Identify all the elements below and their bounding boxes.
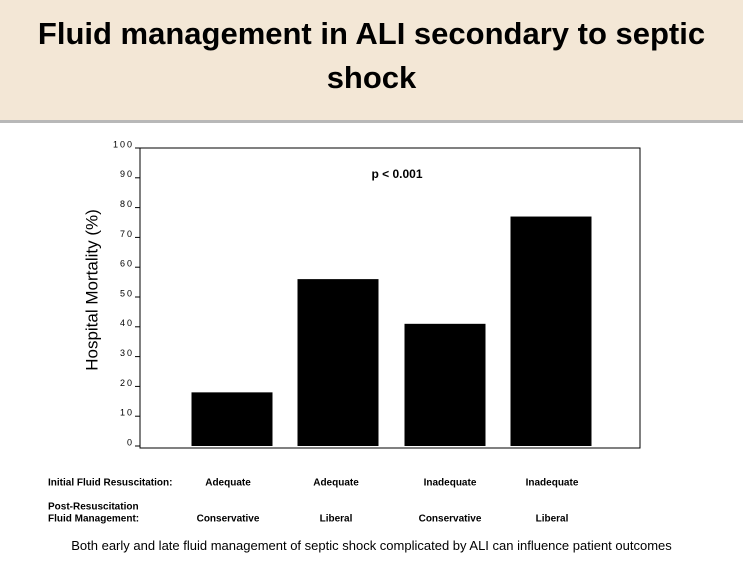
bar [404,323,486,446]
y-tick-label: 100 [113,139,134,149]
slide-title: Fluid management in ALI secondary to sep… [37,16,706,95]
y-tick-label: 60 [120,259,134,269]
y-tick-label: 50 [120,288,134,298]
x-tick-label: Adequate [313,478,359,489]
bar [191,392,273,446]
header: Fluid management in ALI secondary to sep… [0,0,743,123]
y-tick-label: 10 [120,408,134,418]
y-tick-label: 20 [120,378,134,388]
y-tick-label: 80 [120,199,134,209]
caption: Both early and late fluid management of … [71,538,672,553]
plot-frame [139,147,641,449]
x-tick-label: Inadequate [424,478,477,489]
y-tick-label: 30 [120,348,134,358]
x-tick-label: Liberal [320,514,353,525]
bar [510,216,592,446]
x-tick-label: Adequate [205,478,251,489]
annotation: p < 0.001 [371,167,422,181]
row-label: Initial Fluid Resuscitation: [48,478,172,489]
y-tick-label: 0 [127,437,134,447]
bar [297,279,379,446]
y-tick-label: 70 [120,229,134,239]
x-tick-label: Liberal [536,514,569,525]
x-tick-label: Conservative [419,514,482,525]
row-label: Post-Resuscitation [48,502,139,513]
x-tick-label: Conservative [197,514,260,525]
y-tick-label: 90 [120,169,134,179]
row-label: Fluid Management: [48,514,139,525]
y-axis-title: Hospital Mortality (%) [82,209,101,371]
x-tick-label: Inadequate [526,478,579,489]
y-tick-label: 40 [120,318,134,328]
